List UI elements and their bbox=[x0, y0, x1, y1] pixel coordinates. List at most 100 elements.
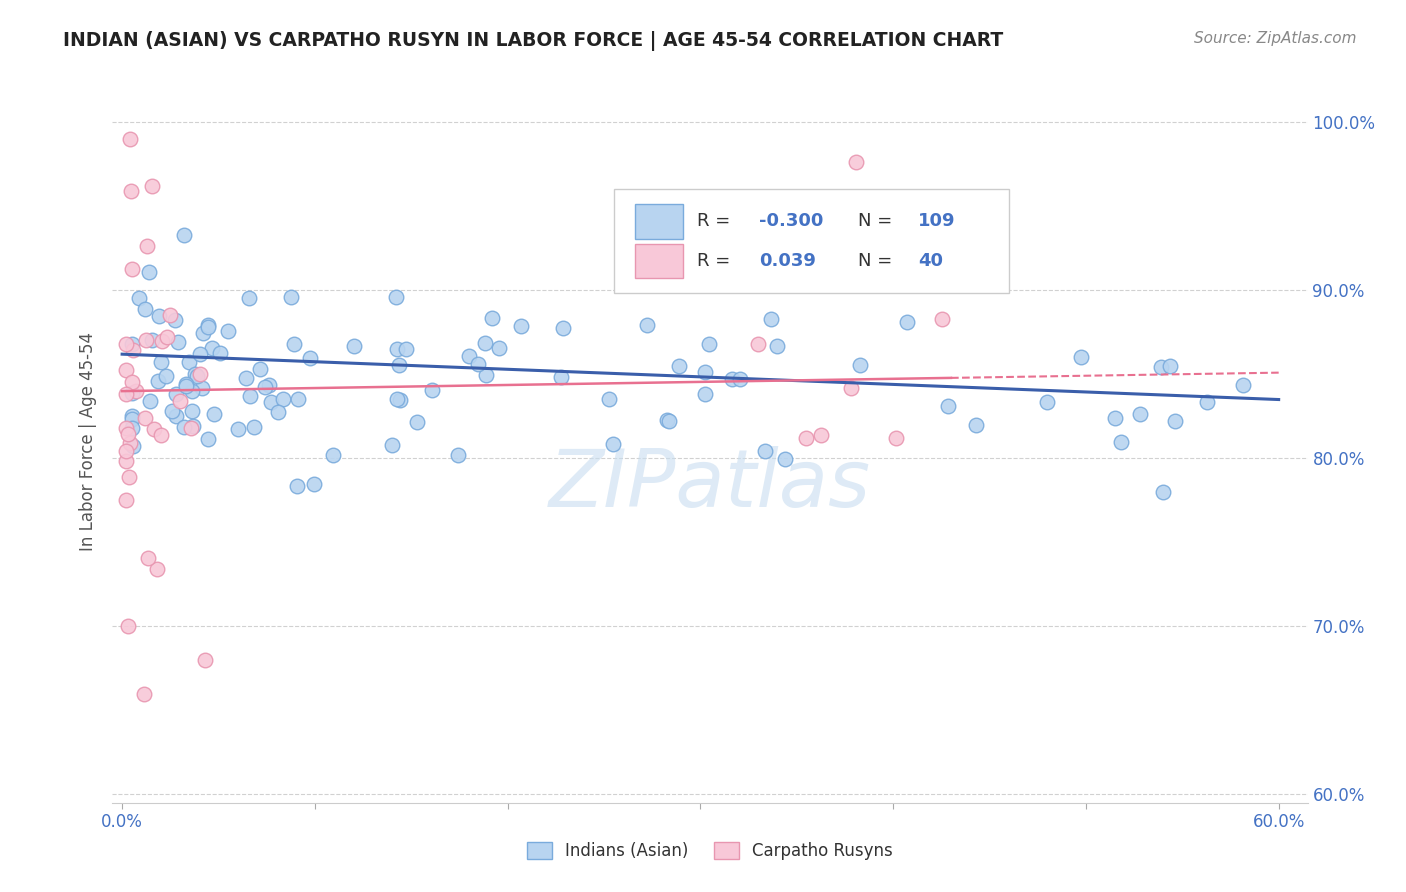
Point bbox=[287, 392, 309, 406]
Point bbox=[118, 132, 141, 146]
Point bbox=[299, 351, 322, 365]
Point bbox=[176, 379, 198, 393]
Point bbox=[138, 551, 160, 566]
Point bbox=[1111, 434, 1133, 449]
Point bbox=[121, 421, 143, 435]
Point bbox=[197, 318, 219, 332]
Point bbox=[150, 334, 173, 348]
Point bbox=[156, 329, 179, 343]
Point bbox=[794, 432, 817, 446]
Text: -0.300: -0.300 bbox=[759, 212, 824, 230]
Point bbox=[1150, 360, 1173, 375]
Point bbox=[693, 387, 716, 401]
Point bbox=[713, 273, 735, 287]
Point bbox=[936, 400, 959, 414]
Point bbox=[697, 337, 720, 351]
Point bbox=[180, 384, 202, 398]
Point bbox=[132, 687, 155, 701]
Point bbox=[238, 291, 260, 305]
Point bbox=[1159, 359, 1181, 374]
Legend: Indians (Asian), Carpatho Rusyns: Indians (Asian), Carpatho Rusyns bbox=[520, 835, 900, 867]
Point bbox=[395, 342, 418, 356]
Point bbox=[389, 393, 412, 408]
Point bbox=[381, 438, 404, 452]
Point bbox=[775, 452, 797, 467]
Point bbox=[235, 370, 257, 384]
Point bbox=[122, 343, 145, 357]
Point bbox=[181, 418, 204, 433]
Point bbox=[849, 358, 872, 372]
Point bbox=[385, 290, 408, 304]
Point bbox=[285, 479, 308, 493]
Point bbox=[457, 349, 479, 363]
Point bbox=[267, 405, 290, 419]
Point bbox=[194, 653, 217, 667]
Point bbox=[165, 409, 187, 423]
Point bbox=[197, 319, 219, 334]
Point bbox=[197, 432, 219, 446]
Point bbox=[180, 403, 202, 417]
Point bbox=[159, 308, 181, 322]
Point bbox=[1129, 407, 1152, 421]
Point bbox=[141, 179, 163, 194]
Bar bbox=[634, 204, 682, 238]
Point bbox=[302, 477, 325, 491]
Point bbox=[117, 426, 139, 441]
Point bbox=[134, 301, 156, 316]
Point bbox=[134, 411, 156, 425]
Point bbox=[1195, 395, 1218, 409]
Point bbox=[120, 185, 142, 199]
Point bbox=[447, 448, 470, 462]
Point bbox=[747, 337, 769, 351]
Point bbox=[257, 377, 280, 392]
Bar bbox=[634, 244, 682, 278]
Point bbox=[406, 415, 429, 429]
Point bbox=[135, 333, 157, 347]
Point bbox=[166, 334, 188, 349]
Point bbox=[249, 361, 271, 376]
Point bbox=[765, 339, 787, 353]
Point bbox=[602, 437, 624, 451]
Point bbox=[1152, 484, 1174, 499]
Point bbox=[177, 355, 200, 369]
Text: 40: 40 bbox=[918, 252, 943, 270]
Point bbox=[141, 333, 163, 347]
Point bbox=[188, 347, 211, 361]
Point bbox=[174, 377, 197, 392]
Point bbox=[115, 386, 138, 401]
Text: Source: ZipAtlas.com: Source: ZipAtlas.com bbox=[1194, 31, 1357, 46]
Point bbox=[191, 381, 214, 395]
Point bbox=[420, 383, 443, 397]
Point bbox=[550, 369, 572, 384]
Point bbox=[668, 359, 690, 374]
Point bbox=[1070, 351, 1092, 365]
Point bbox=[845, 154, 868, 169]
Point bbox=[637, 318, 659, 333]
Point bbox=[188, 368, 211, 382]
Text: N =: N = bbox=[858, 252, 898, 270]
Point bbox=[283, 336, 305, 351]
Point bbox=[475, 368, 498, 382]
Point bbox=[202, 407, 225, 421]
Point bbox=[118, 469, 141, 483]
Point bbox=[115, 493, 138, 508]
Point bbox=[173, 227, 195, 242]
Point bbox=[385, 392, 408, 406]
Point bbox=[280, 290, 302, 304]
Point bbox=[138, 265, 160, 279]
Point bbox=[385, 342, 408, 356]
Point bbox=[121, 412, 143, 426]
Point bbox=[655, 413, 678, 427]
Point bbox=[121, 386, 143, 401]
Point bbox=[115, 421, 138, 435]
Point bbox=[163, 313, 186, 327]
Point bbox=[754, 443, 776, 458]
Point bbox=[135, 238, 157, 252]
Point bbox=[155, 368, 177, 383]
Point bbox=[148, 374, 170, 388]
Point bbox=[162, 404, 184, 418]
Point bbox=[343, 338, 366, 352]
Point bbox=[169, 394, 191, 409]
Text: R =: R = bbox=[697, 252, 735, 270]
Point bbox=[125, 384, 148, 398]
